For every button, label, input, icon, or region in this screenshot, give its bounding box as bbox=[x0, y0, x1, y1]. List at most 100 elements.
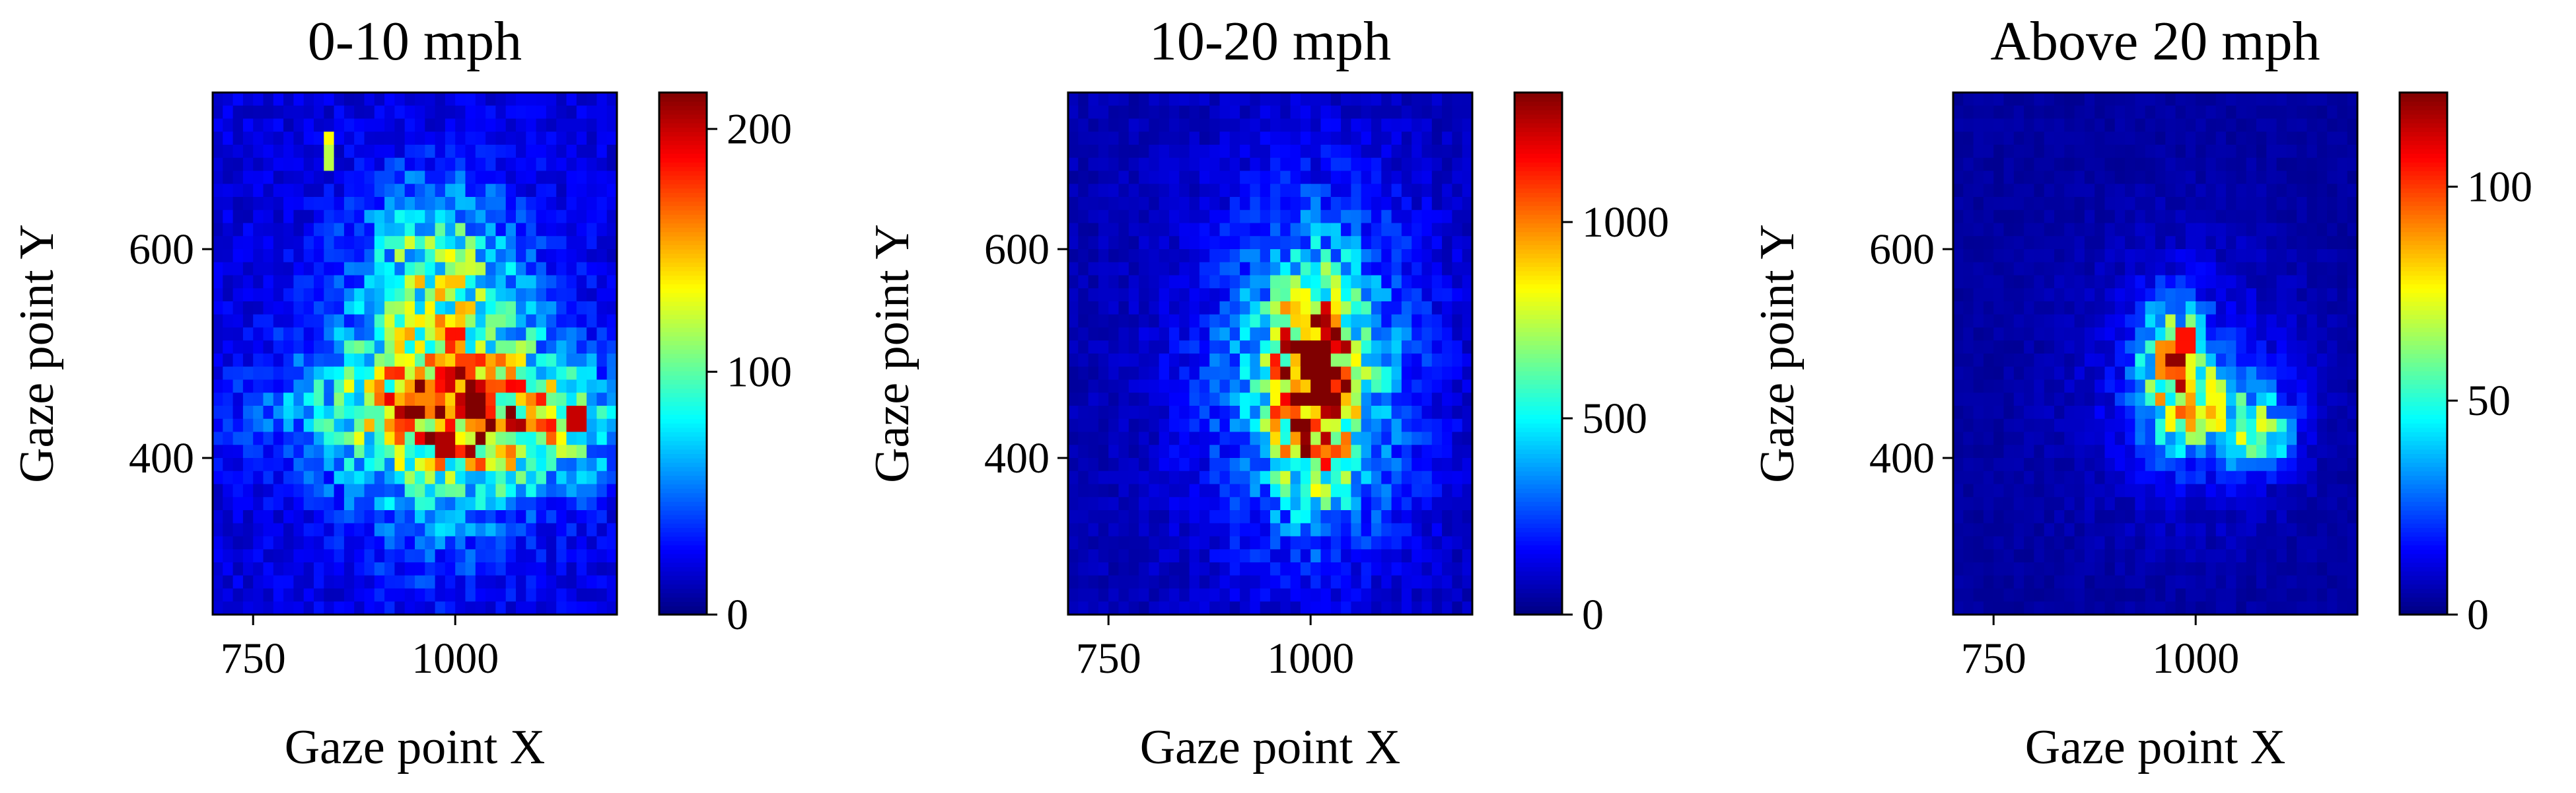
heatmap-cell bbox=[556, 523, 567, 537]
colorbar-swatch bbox=[1515, 322, 1562, 328]
heatmap-cell bbox=[2175, 379, 2186, 393]
heatmap-cell bbox=[445, 458, 456, 472]
heatmap-cell bbox=[1462, 418, 1473, 433]
heatmap-cell bbox=[556, 184, 567, 198]
heatmap-cell bbox=[2135, 393, 2146, 406]
heatmap-cell bbox=[1189, 340, 1200, 354]
heatmap-cell bbox=[253, 445, 264, 459]
heatmap-cell bbox=[2135, 105, 2146, 120]
heatmap-cell bbox=[556, 562, 567, 576]
heatmap-cell bbox=[1260, 145, 1271, 159]
heatmap-cell bbox=[364, 327, 375, 341]
heatmap-cell bbox=[2135, 340, 2146, 354]
heatmap-cell bbox=[1270, 301, 1281, 315]
heatmap-cell bbox=[1330, 184, 1342, 198]
heatmap-cell bbox=[1179, 249, 1190, 263]
heatmap-cell bbox=[223, 497, 234, 511]
heatmap-cell bbox=[566, 314, 577, 328]
heatmap-cell bbox=[1078, 209, 1089, 224]
heatmap-cell bbox=[1401, 223, 1412, 237]
heatmap-cell bbox=[314, 588, 324, 602]
colorbar-swatch bbox=[659, 601, 707, 607]
heatmap-cell bbox=[283, 132, 294, 145]
colorbar-swatch bbox=[659, 162, 707, 167]
heatmap-cell bbox=[1199, 366, 1210, 381]
heatmap-cell bbox=[1250, 497, 1261, 511]
heatmap-cell bbox=[556, 366, 567, 381]
heatmap-cell bbox=[2246, 379, 2257, 393]
heatmap-cell bbox=[2013, 471, 2024, 485]
heatmap-cell bbox=[2246, 549, 2257, 563]
heatmap-cell bbox=[1189, 432, 1200, 445]
heatmap-cell bbox=[435, 588, 446, 602]
heatmap-cell bbox=[415, 262, 425, 276]
heatmap-cell bbox=[2236, 327, 2247, 341]
heatmap-cell bbox=[516, 93, 526, 106]
heatmap-cell bbox=[2337, 275, 2348, 289]
heatmap-cell bbox=[2145, 105, 2156, 120]
heatmap-cell bbox=[1993, 366, 2005, 381]
heatmap-cell bbox=[2155, 562, 2166, 576]
heatmap-cell bbox=[1381, 432, 1392, 445]
heatmap-cell bbox=[2205, 471, 2217, 485]
heatmap-cell bbox=[2297, 132, 2308, 145]
heatmap-cell bbox=[1300, 549, 1311, 563]
heatmap-cell bbox=[263, 288, 274, 302]
heatmap-cell bbox=[1391, 93, 1402, 106]
heatmap-cell bbox=[324, 275, 335, 289]
heatmap-cell bbox=[354, 562, 365, 576]
heatmap-cell bbox=[455, 105, 466, 120]
heatmap-cell bbox=[1983, 484, 1994, 498]
heatmap-cell bbox=[455, 184, 466, 198]
heatmap-cell bbox=[1953, 170, 1964, 184]
heatmap-cell bbox=[1179, 484, 1190, 498]
heatmap-cell bbox=[354, 301, 365, 315]
heatmap-cell bbox=[223, 588, 234, 602]
heatmap-cell bbox=[526, 393, 537, 406]
heatmap-cell bbox=[263, 275, 274, 289]
heatmap-cell bbox=[2013, 275, 2024, 289]
heatmap-cell bbox=[536, 562, 547, 576]
heatmap-cell bbox=[2054, 275, 2065, 289]
heatmap-cell bbox=[1139, 445, 1149, 459]
heatmap-cell bbox=[314, 118, 324, 132]
heatmap-cell bbox=[455, 393, 466, 406]
heatmap-cell bbox=[2145, 209, 2156, 224]
heatmap-cell bbox=[283, 445, 294, 459]
heatmap-cell bbox=[2215, 170, 2227, 184]
heatmap-cell bbox=[1088, 236, 1099, 250]
heatmap-cell bbox=[1280, 157, 1291, 172]
heatmap-cell bbox=[2215, 510, 2227, 524]
heatmap-cell bbox=[1128, 249, 1139, 263]
heatmap-cell bbox=[2307, 549, 2318, 563]
heatmap-cell bbox=[516, 327, 526, 341]
heatmap-cell bbox=[1240, 601, 1250, 615]
heatmap-cell bbox=[1462, 236, 1473, 250]
heatmap-cell bbox=[1300, 366, 1311, 381]
heatmap-cell bbox=[1270, 549, 1281, 563]
heatmap-cell bbox=[283, 379, 294, 393]
heatmap-cell bbox=[2003, 523, 2015, 537]
heatmap-cell bbox=[2145, 393, 2156, 406]
heatmap-cell bbox=[465, 327, 476, 341]
heatmap-cell bbox=[2205, 301, 2217, 315]
heatmap-cell bbox=[2327, 458, 2338, 472]
heatmap-cell bbox=[2337, 471, 2348, 485]
heatmap-cell bbox=[2256, 497, 2267, 511]
heatmap-cell bbox=[354, 209, 365, 224]
heatmap-cell bbox=[1118, 432, 1129, 445]
heatmap-cell bbox=[2175, 132, 2186, 145]
heatmap-cell bbox=[1381, 236, 1392, 250]
heatmap-cell bbox=[1219, 471, 1231, 485]
heatmap-cell bbox=[2316, 262, 2328, 276]
heatmap-cell bbox=[2013, 445, 2024, 459]
heatmap-cell bbox=[242, 406, 254, 420]
heatmap-cell bbox=[314, 340, 324, 354]
heatmap-cell bbox=[1118, 327, 1129, 341]
heatmap-cell bbox=[1442, 209, 1452, 224]
heatmap-cell bbox=[1391, 432, 1402, 445]
heatmap-cell bbox=[576, 536, 587, 550]
heatmap-cell bbox=[465, 197, 476, 211]
heatmap-cell bbox=[2236, 432, 2247, 445]
heatmap-cell bbox=[2297, 209, 2308, 224]
